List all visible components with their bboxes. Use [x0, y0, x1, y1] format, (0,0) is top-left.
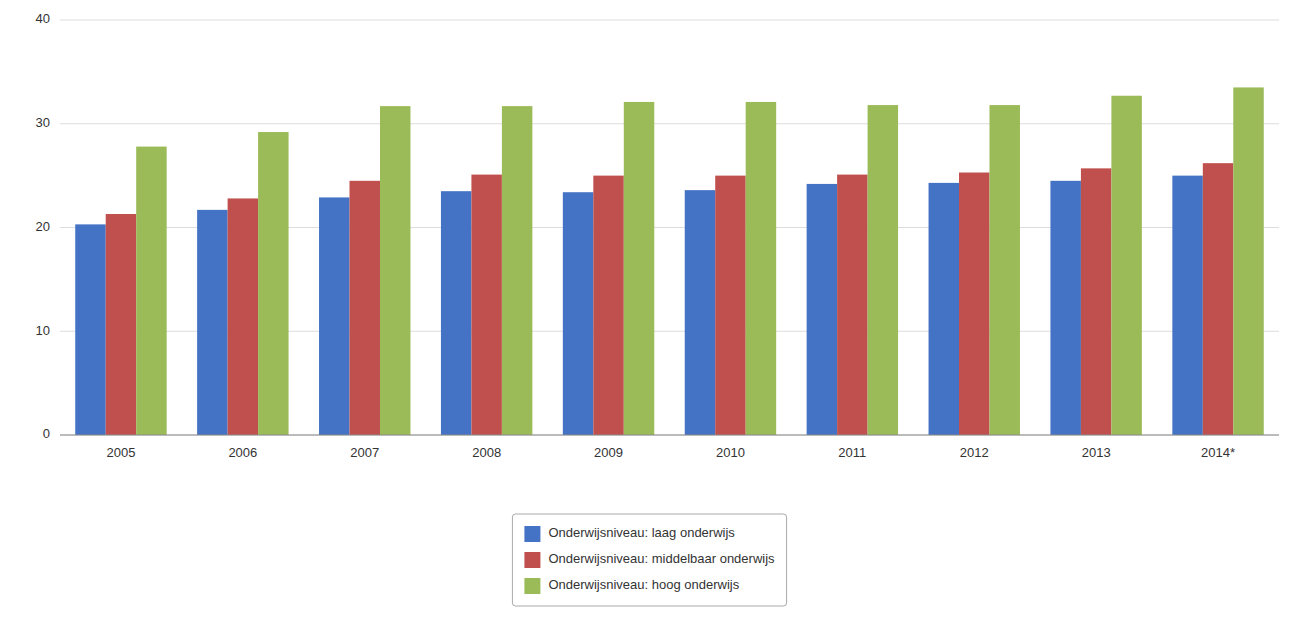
x-tick-label: 2007 [350, 445, 379, 460]
legend-swatch [524, 552, 540, 568]
grid-line [60, 20, 1279, 21]
bar [563, 192, 593, 435]
legend-swatch [524, 578, 540, 594]
bar [1050, 181, 1080, 435]
bar [258, 132, 288, 435]
y-axis: 0 10 20 30 40 [36, 11, 1279, 441]
x-tick-label: 2012 [960, 445, 989, 460]
bar [593, 176, 623, 435]
y-tick-label: 20 [36, 219, 50, 234]
x-tick-label: 2011 [838, 445, 866, 460]
bar [1172, 176, 1202, 435]
bar [959, 173, 989, 435]
bar [502, 106, 532, 435]
bar [136, 147, 166, 435]
bar [471, 175, 501, 435]
bar [624, 102, 654, 435]
x-tick-label: 2009 [594, 445, 623, 460]
x-tick-label: 2013 [1082, 445, 1111, 460]
bar [1203, 163, 1233, 435]
bar [837, 175, 867, 435]
bar [197, 210, 227, 435]
y-tick-label: 30 [36, 115, 50, 130]
bar [75, 224, 105, 435]
x-tick-label: 2005 [106, 445, 135, 460]
bar [715, 176, 745, 435]
bar [1233, 87, 1263, 435]
bar [1111, 96, 1141, 435]
x-tick-label: 2006 [228, 445, 257, 460]
legend-label: Onderwijsniveau: middelbaar onderwijs [548, 551, 775, 566]
y-tick-label: 40 [36, 11, 50, 26]
bar [807, 184, 837, 435]
legend-label: Onderwijsniveau: laag onderwijs [548, 525, 735, 540]
bars [75, 87, 1264, 435]
bar [1081, 168, 1111, 435]
legend: Onderwijsniveau: laag onderwijs Onderwijs… [512, 514, 786, 606]
x-axis: 2005 2006 2007 2008 2009 2010 2011 2012 2013 2014… [60, 435, 1279, 460]
bar [350, 181, 380, 435]
bar [929, 183, 959, 435]
grid-line [60, 435, 1279, 436]
x-tick-label: 2010 [716, 445, 745, 460]
x-axis-line [60, 435, 1279, 436]
chart: 0 10 20 30 40 2005 2006 2007 2008 2009 2010 2011 201… [0, 0, 1299, 618]
bar [685, 190, 715, 435]
grid-line [60, 123, 1279, 124]
legend-swatch [524, 526, 540, 542]
bar [106, 214, 136, 435]
bar [380, 106, 410, 435]
bar [441, 191, 471, 435]
bar [746, 102, 776, 435]
bar [319, 197, 349, 435]
y-tick-label: 10 [36, 323, 50, 338]
bar [989, 105, 1019, 435]
bar [228, 198, 258, 435]
bar [868, 105, 898, 435]
x-tick-label: 2014* [1201, 445, 1235, 460]
legend-frame [512, 514, 786, 606]
x-tick-label: 2008 [472, 445, 501, 460]
y-tick-label: 0 [43, 426, 50, 441]
legend-label: Onderwijsniveau: hoog onderwijs [548, 577, 739, 592]
